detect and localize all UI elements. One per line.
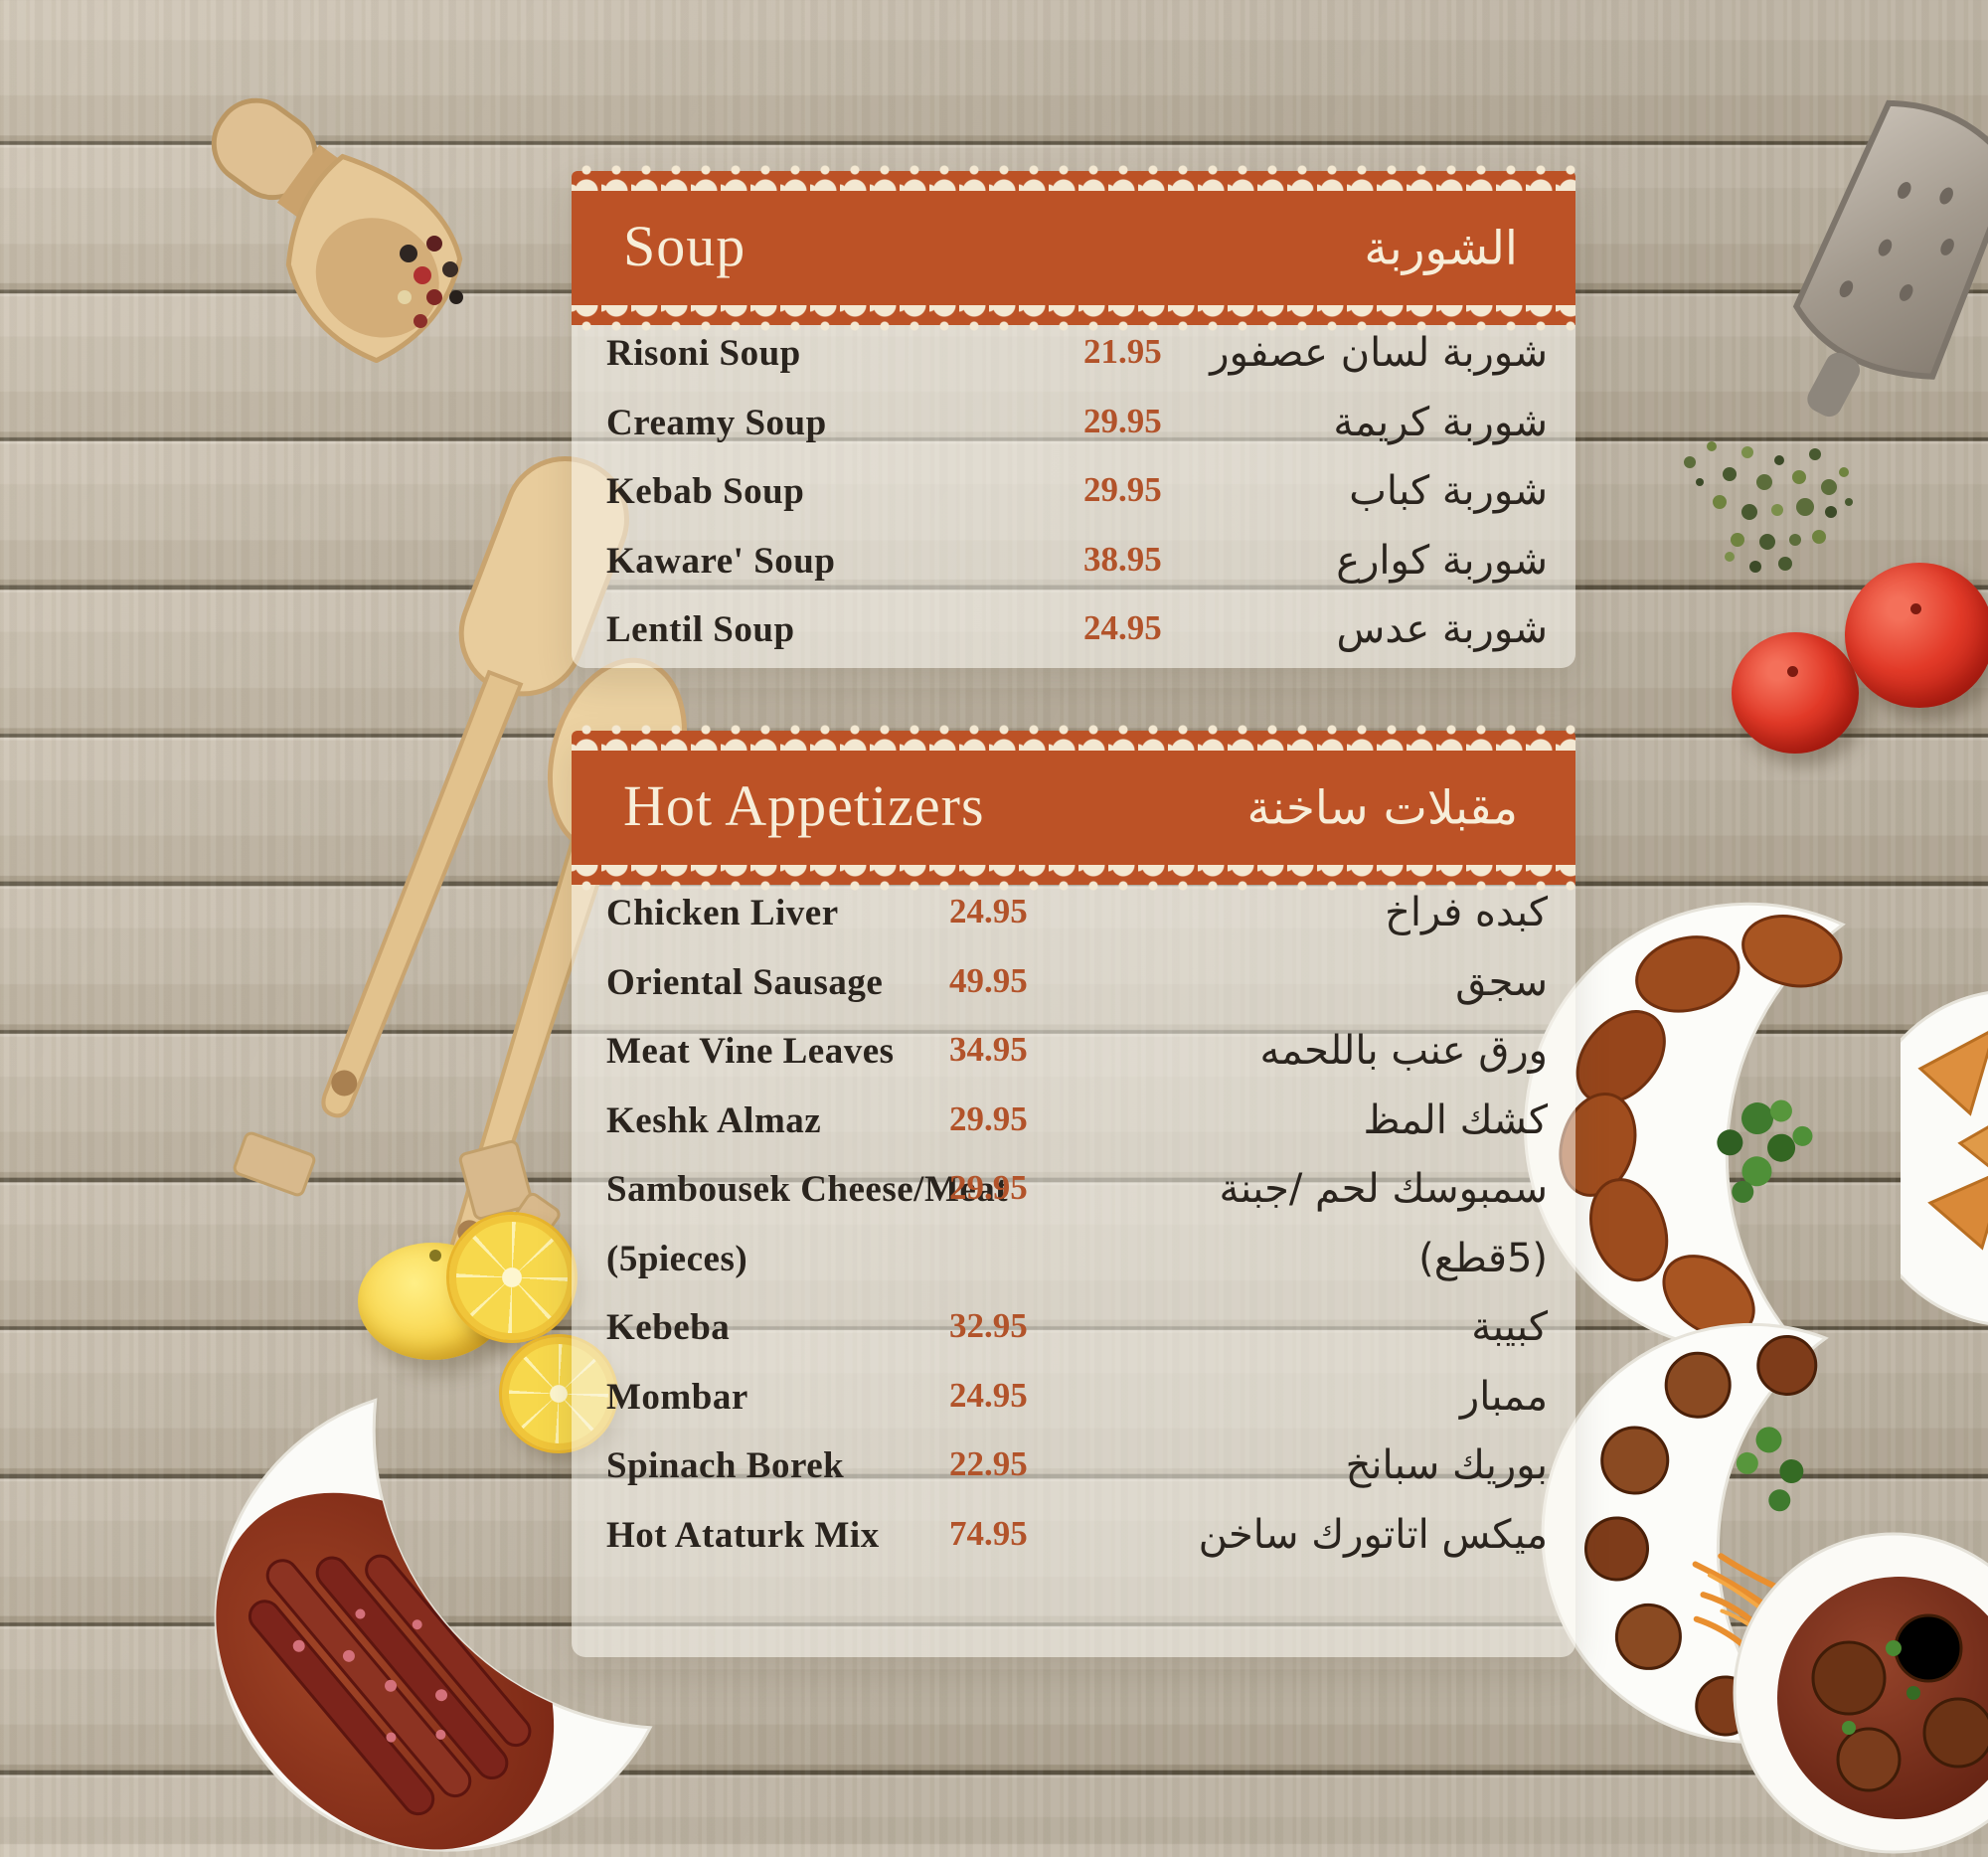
menu-item-row: Kaware' Soup 38.95 شوربة كوارع [572, 537, 1575, 591]
meatball-sauce-plate-photo [1733, 1532, 1988, 1854]
item-name-ar: (5قطع) [1418, 1235, 1548, 1281]
hot-appetizers-section-panel: Hot Appetizers مقبلات ساخنة Chicken Live… [572, 721, 1575, 1657]
menu-item-row: Spinach Borek 22.95 بوريك سبانخ [572, 1442, 1575, 1496]
item-name-en: Hot Ataturk Mix [606, 1514, 880, 1556]
section-title-ar: الشوربة [1364, 221, 1518, 276]
menu-item-row: Kebeba 32.95 كبيبة [572, 1304, 1575, 1358]
metal-grater-photo [1792, 99, 1988, 418]
item-price: 29.95 [1083, 470, 1162, 509]
item-name-ar: شوربة كوارع [1336, 537, 1548, 584]
kibbeh-plate-photo [1524, 902, 1846, 1353]
sausage-plate-photo [214, 1398, 653, 1852]
soup-section-panel: Soup الشوربة Risoni Soup 21.95 شوربة لسان … [572, 161, 1575, 668]
tomato-photo [1845, 563, 1988, 708]
item-name-ar: شوربة كريمة [1333, 399, 1548, 445]
item-name-ar: ممبار [1459, 1373, 1548, 1420]
menu-item-row: Keshk Almaz 29.95 كشك المظ [572, 1097, 1575, 1151]
item-price: 29.95 [949, 1098, 1028, 1138]
item-name-ar: شوربة عدس [1336, 606, 1548, 652]
item-price: 32.95 [949, 1306, 1028, 1345]
item-name-ar: ميكس اتاتورك ساخن [1198, 1511, 1548, 1558]
item-price: 29.95 [1083, 401, 1162, 440]
wooden-scoop-photo [211, 97, 463, 363]
item-name-en: Lentil Soup [606, 609, 795, 650]
menu-item-row: Kebab Soup 29.95 شوربة كباب [572, 468, 1575, 522]
menu-item-row: Hot Ataturk Mix 74.95 ميكس اتاتورك ساخن [572, 1511, 1575, 1566]
item-name-en: Chicken Liver [606, 893, 839, 933]
item-price: 34.95 [949, 1030, 1028, 1069]
menu-item-row: Lentil Soup 24.95 شوربة عدس [572, 606, 1575, 660]
item-name-en: Risoni Soup [606, 333, 801, 374]
lace-border-icon [572, 161, 1575, 191]
item-price: 74.95 [949, 1513, 1028, 1553]
item-name-en: Kebab Soup [606, 471, 805, 512]
menu-item-row: Sambousek Cheese/Meat 29.95 سمبوسك لحم /جب… [572, 1166, 1575, 1220]
section-title-en: Hot Appetizers [623, 772, 985, 838]
tomato-photo [1732, 632, 1859, 754]
item-name-en: (5pieces) [606, 1238, 748, 1279]
menu-item-row: Meat Vine Leaves 34.95 ورق عنب باللحمه [572, 1028, 1575, 1082]
soup-header: Soup الشوربة [572, 161, 1575, 335]
item-price: 49.95 [949, 960, 1028, 1000]
item-name-ar: سمبوسك لحم /جبنة [1219, 1166, 1548, 1212]
item-name-ar: ورق عنب باللحمه [1259, 1028, 1548, 1074]
section-title-en: Soup [623, 213, 746, 278]
item-price: 29.95 [949, 1168, 1028, 1207]
item-name-en: Kaware' Soup [606, 540, 836, 582]
hot-appetizers-header: Hot Appetizers مقبلات ساخنة [572, 721, 1575, 895]
lace-border-icon [572, 721, 1575, 751]
item-price: 22.95 [949, 1444, 1028, 1483]
menu-item-row: Mombar 24.95 ممبار [572, 1373, 1575, 1428]
item-name-en: Keshk Almaz [606, 1099, 822, 1141]
menu-item-row: Risoni Soup 21.95 شوربة لسان عصفور [572, 330, 1575, 384]
item-price: 24.95 [949, 1375, 1028, 1415]
item-price: 21.95 [1083, 332, 1162, 371]
menu-item-row: Oriental Sausage 49.95 سجق [572, 958, 1575, 1013]
item-name-ar: شوربة لسان عصفور [1210, 330, 1548, 376]
item-price: 38.95 [1083, 539, 1162, 579]
item-price: 24.95 [949, 892, 1028, 930]
item-name-ar: كشك المظ [1363, 1097, 1548, 1143]
kofta-plate-photo [1541, 1322, 1829, 1744]
item-name-en: Mombar [606, 1376, 748, 1418]
item-price: 24.95 [1083, 608, 1162, 647]
item-name-ar: سجق [1455, 958, 1548, 1005]
item-name-en: Sambousek Cheese/Meat [606, 1169, 1009, 1210]
item-name-en: Spinach Borek [606, 1445, 845, 1486]
samosa-plate-photo [1901, 991, 1988, 1325]
item-name-ar: شوربة كباب [1349, 468, 1548, 514]
item-name-en: Oriental Sausage [606, 961, 884, 1003]
lemon-slice-photo [449, 1215, 575, 1340]
menu-item-row: Chicken Liver 24.95 كبده فراخ [572, 890, 1575, 943]
item-name-ar: بوريك سبانخ [1345, 1442, 1548, 1488]
item-name-en: Meat Vine Leaves [606, 1031, 895, 1072]
item-name-en: Creamy Soup [606, 402, 827, 443]
item-name-en: Kebeba [606, 1307, 731, 1348]
item-name-ar: كبده فراخ [1385, 890, 1548, 935]
thyme-herbs-photo [1684, 441, 1853, 573]
section-title-ar: مقبلات ساخنة [1246, 780, 1519, 836]
menu-item-row: (5pieces) (5قطع) [572, 1235, 1575, 1289]
menu-item-row: Creamy Soup 29.95 شوربة كريمة [572, 399, 1575, 453]
item-name-ar: كبيبة [1471, 1304, 1548, 1350]
